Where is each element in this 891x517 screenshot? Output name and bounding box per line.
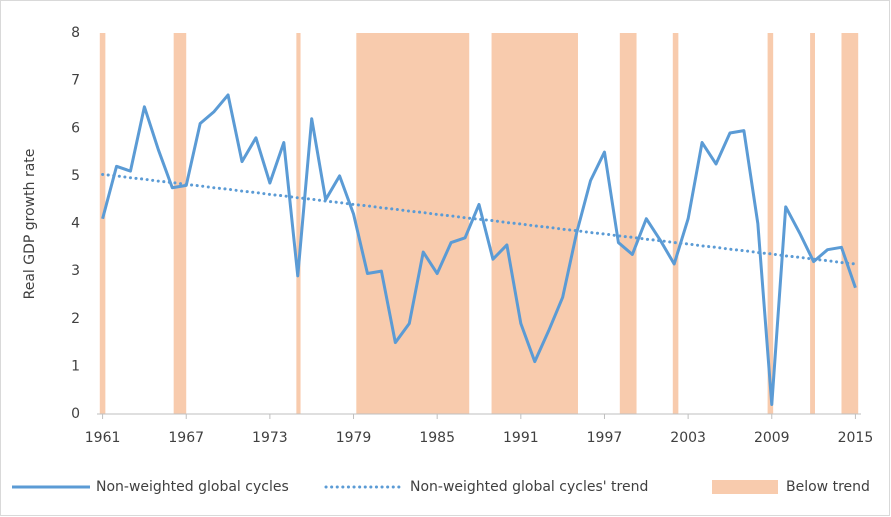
y-axis-label: Real GDP growth rate: [22, 149, 38, 300]
x-tick-label: 1967: [168, 430, 204, 446]
below-trend-band: [491, 33, 578, 414]
below-trend-band: [767, 33, 774, 414]
y-tick-label: 5: [71, 168, 80, 184]
x-tick-label: 1973: [252, 430, 288, 446]
y-tick-label: 7: [71, 73, 80, 89]
y-tick-label: 6: [71, 120, 80, 136]
y-tick-label: 4: [71, 216, 80, 232]
below-trend-band: [810, 33, 815, 414]
x-tick-label: 2015: [838, 430, 874, 446]
x-tick-label: 1961: [85, 430, 121, 446]
series-line: [101, 93, 857, 406]
legend-label: Non-weighted global cycles: [96, 479, 289, 495]
below-trend-band: [296, 33, 301, 414]
x-tick-label: 2009: [754, 430, 790, 446]
x-tick-label: 1991: [503, 430, 539, 446]
below-trend-band: [619, 33, 637, 414]
y-tick-label: 3: [71, 263, 80, 279]
x-tick-label: 2003: [670, 430, 706, 446]
y-tick-label: 1: [71, 358, 80, 374]
trend-line: [101, 172, 857, 266]
y-tick-label: 8: [71, 25, 80, 41]
legend-swatch: [712, 480, 778, 494]
below-trend-band: [356, 33, 470, 414]
below-trend-band: [841, 33, 859, 414]
below-trend-band: [173, 33, 187, 414]
x-tick-label: 1985: [419, 430, 455, 446]
legend-label: Below trend: [786, 479, 870, 495]
x-tick-label: 1997: [587, 430, 623, 446]
below-trend-band: [99, 33, 106, 414]
y-tick-label: 0: [71, 406, 80, 422]
below-trend-band: [672, 33, 679, 414]
y-tick-label: 2: [71, 311, 80, 327]
x-tick-label: 1979: [336, 430, 372, 446]
legend-label: Non-weighted global cycles' trend: [410, 479, 648, 495]
